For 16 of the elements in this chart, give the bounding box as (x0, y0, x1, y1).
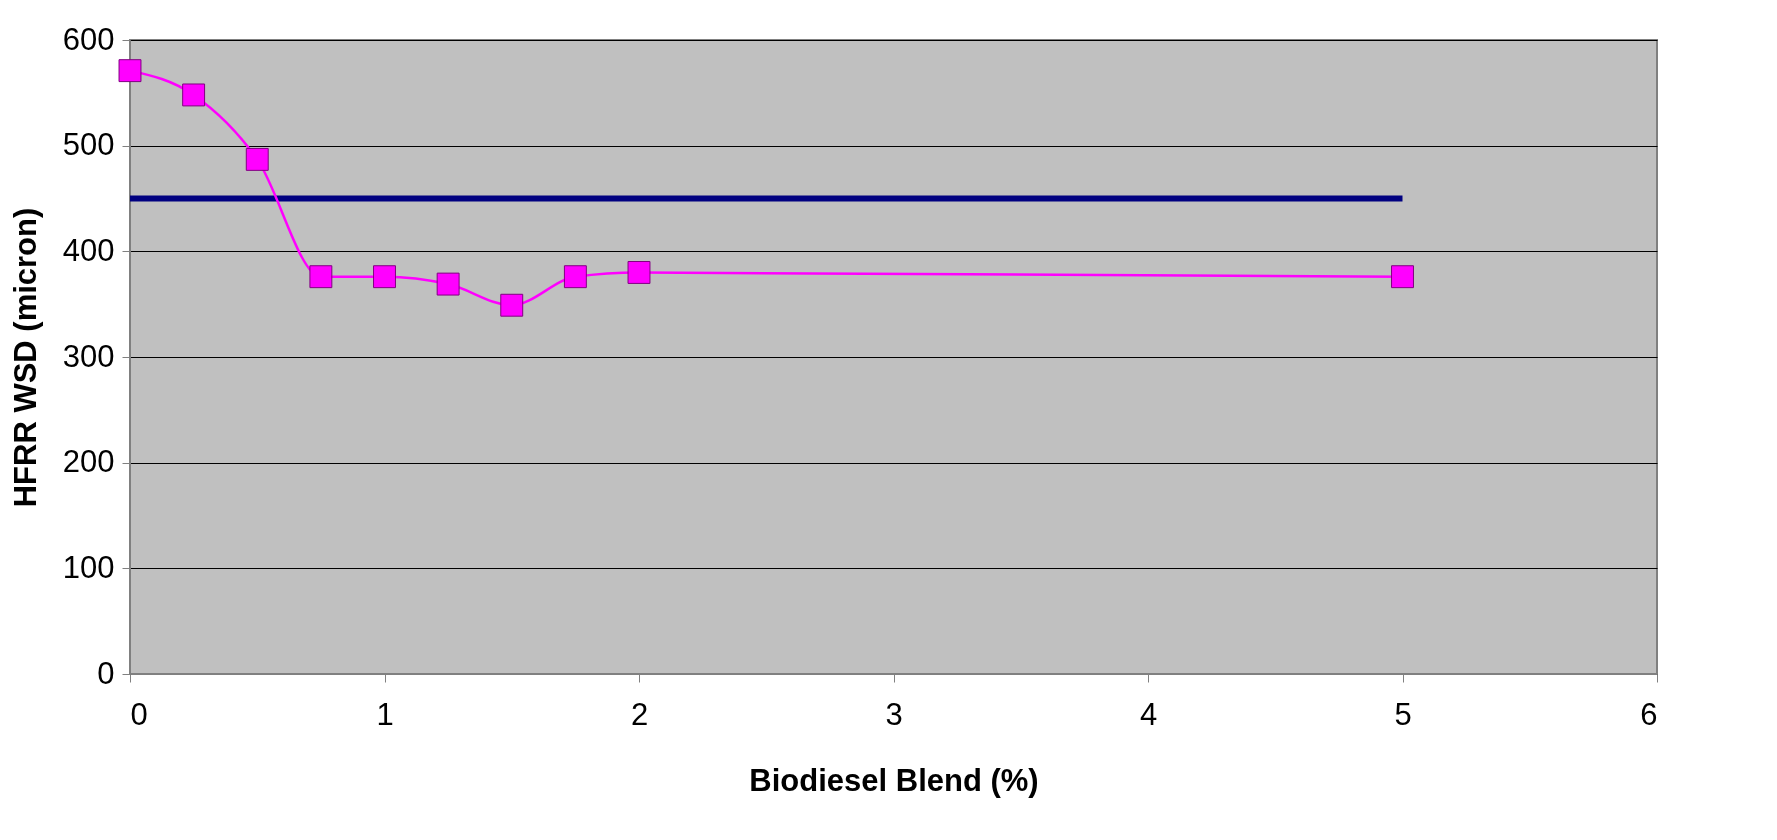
y-axis-title: HFRR WSD (micron) (7, 207, 43, 508)
y-tick-label: 100 (62, 549, 115, 585)
x-axis-title: Biodiesel Blend (%) (749, 762, 1039, 798)
x-tick-label: 0 (130, 696, 148, 732)
x-tick-label: 5 (1394, 696, 1412, 732)
x-tick-label: 3 (885, 696, 903, 732)
y-tick-label: 300 (62, 338, 115, 374)
x-tick-label: 6 (1640, 696, 1658, 732)
y-tick-label: 400 (62, 232, 115, 268)
y-tick-label: 200 (62, 444, 115, 480)
y-tick-label: 600 (62, 21, 115, 57)
x-tick-label: 1 (376, 696, 394, 732)
x-tick-label: 4 (1139, 696, 1158, 732)
y-tick-label: 500 (62, 127, 115, 163)
x-tick-label: 2 (630, 696, 649, 732)
y-tick-label: 0 (97, 655, 115, 691)
